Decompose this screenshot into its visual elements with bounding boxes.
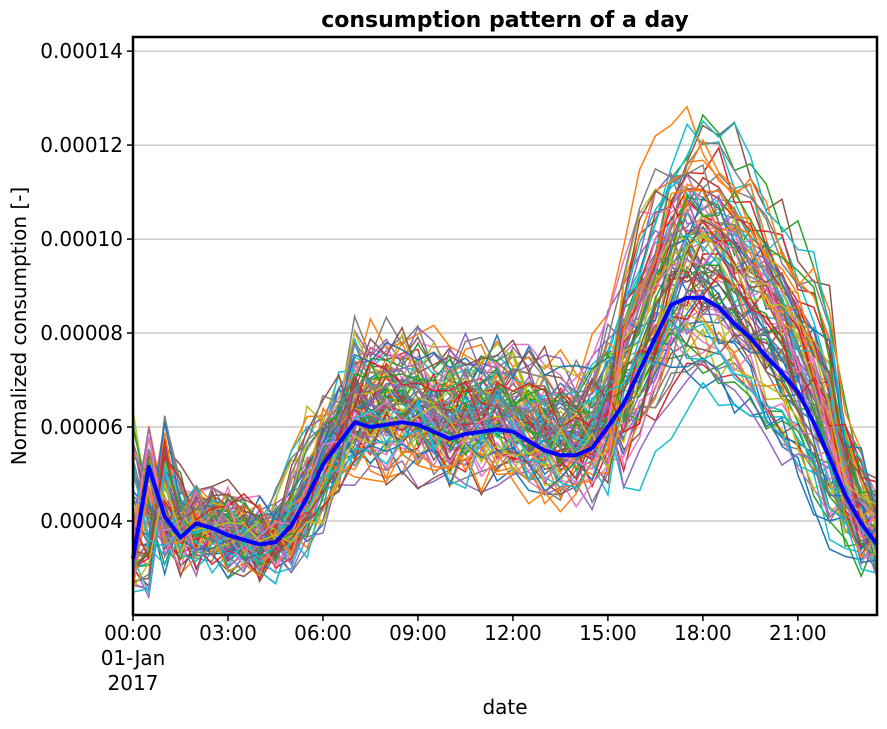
y-tick-label: 0.00008: [40, 321, 123, 345]
daily-series-line: [132, 234, 878, 589]
mean-series-group: [131, 295, 879, 559]
x-tick-label: 15:00: [579, 621, 637, 645]
y-tick-label: 0.00004: [40, 509, 123, 533]
x-tick-label: 03:00: [199, 621, 257, 645]
daily-series-line: [132, 138, 878, 547]
daily-series-line: [132, 241, 878, 548]
mean-series-line: [131, 295, 879, 559]
x-tick-label: 18:00: [674, 621, 732, 645]
x-tick-label: 21:00: [769, 621, 827, 645]
daily-series-line: [132, 163, 878, 546]
daily-series-line: [132, 231, 878, 596]
plot-frame: [131, 35, 879, 617]
daily-series-line: [132, 273, 878, 562]
x-date-label-day: 01-Jan: [101, 646, 166, 670]
daily-series-line: [132, 288, 878, 591]
y-tick-label: 0.00010: [40, 227, 123, 251]
x-axis-label: date: [482, 695, 527, 719]
daily-series-group: [132, 105, 878, 600]
daily-series-line: [132, 190, 878, 568]
daily-series-line: [132, 189, 878, 589]
y-axis: 0.00004 0.00006 0.00008 0.00010 0.00012 0.000…: [40, 39, 133, 533]
chart-title: consumption pattern of a day: [321, 8, 689, 33]
y-tick-label: 0.00006: [40, 415, 123, 439]
y-tick-label: 0.00014: [40, 39, 123, 63]
x-tick-label: 00:00: [104, 621, 162, 645]
daily-series-line: [132, 197, 878, 538]
daily-series-line: [132, 357, 878, 561]
x-axis: 00:00 03:00 06:00 09:00 12:00 15:00 18:00 21:00…: [101, 615, 827, 695]
y-gridlines: [133, 50, 877, 522]
x-date-label-year: 2017: [108, 671, 159, 695]
x-tick-label: 06:00: [294, 621, 352, 645]
y-axis-label: Normalized consumption [-]: [7, 187, 31, 465]
x-tick-label: 09:00: [389, 621, 447, 645]
x-tick-label: 12:00: [484, 621, 542, 645]
daily-series-line: [132, 238, 878, 572]
daily-series-line: [132, 311, 878, 574]
y-tick-label: 0.00012: [40, 133, 123, 157]
